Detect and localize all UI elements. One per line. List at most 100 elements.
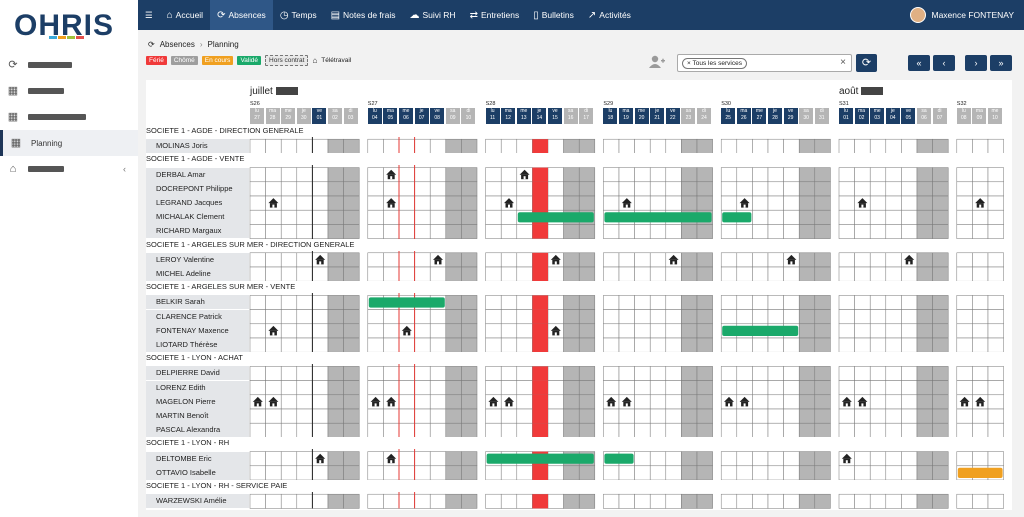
day-cell[interactable] (681, 366, 698, 381)
day-cell[interactable] (752, 366, 769, 381)
day-cell[interactable] (414, 408, 431, 424)
menu-toggle[interactable]: ☰ (138, 0, 160, 30)
day-header[interactable]: lu 18 (603, 108, 618, 124)
day-cell[interactable] (932, 493, 949, 509)
day-cell[interactable] (885, 323, 902, 339)
day-cell[interactable] (634, 451, 651, 467)
day-cell[interactable] (854, 224, 871, 239)
day-cell[interactable] (343, 493, 360, 509)
day-cell[interactable] (343, 422, 360, 438)
day-cell[interactable] (838, 366, 855, 381)
day-cell[interactable] (767, 252, 784, 268)
day-cell[interactable] (414, 224, 431, 239)
day-cell[interactable] (312, 337, 329, 353)
day-cell[interactable] (901, 295, 918, 310)
day-cell[interactable] (987, 295, 1004, 310)
day-cell[interactable] (383, 323, 400, 339)
day-cell[interactable] (956, 195, 973, 211)
day-cell[interactable] (798, 451, 816, 467)
day-cell[interactable] (500, 380, 518, 396)
day-cell[interactable] (736, 337, 753, 353)
day-cell[interactable] (563, 394, 580, 410)
day-cell[interactable] (578, 138, 596, 154)
day-cell[interactable] (547, 422, 564, 438)
day-cell[interactable] (649, 422, 667, 438)
day-cell[interactable] (798, 422, 816, 438)
day-cell[interactable] (265, 138, 282, 154)
day-cell[interactable] (398, 493, 415, 509)
day-cell[interactable] (547, 337, 564, 353)
day-cell[interactable] (414, 181, 431, 197)
day-cell[interactable] (500, 465, 518, 481)
day-cell[interactable] (383, 337, 400, 353)
day-cell[interactable] (854, 493, 871, 509)
day-cell[interactable] (916, 493, 933, 509)
day-cell[interactable] (956, 408, 973, 424)
day-cell[interactable] (398, 195, 415, 211)
day-cell[interactable] (296, 138, 313, 154)
day-cell[interactable] (296, 408, 313, 424)
day-cell[interactable] (563, 422, 580, 438)
home-icon[interactable] (504, 198, 514, 208)
day-cell[interactable] (445, 252, 462, 268)
day-cell[interactable] (398, 422, 415, 438)
day-cell[interactable] (987, 252, 1004, 268)
day-cell[interactable] (932, 167, 949, 183)
day-cell[interactable] (956, 366, 973, 381)
home-icon[interactable] (370, 396, 381, 407)
day-cell[interactable] (901, 394, 918, 410)
day-cell[interactable] (367, 465, 384, 481)
day-cell[interactable] (987, 181, 1004, 197)
day-cell[interactable] (783, 394, 800, 410)
day-cell[interactable] (783, 408, 800, 424)
day-cell[interactable] (972, 224, 989, 239)
day-cell[interactable] (798, 195, 816, 211)
day-cell[interactable] (634, 266, 651, 282)
day-cell[interactable] (343, 309, 360, 325)
day-cell[interactable] (838, 465, 855, 481)
day-cell[interactable] (461, 493, 478, 509)
day-cell[interactable] (516, 493, 533, 509)
day-cell[interactable] (720, 309, 738, 325)
day-cell[interactable] (696, 366, 713, 381)
day-header[interactable]: di 10 (461, 108, 476, 124)
day-cell[interactable] (869, 167, 887, 183)
home-icon[interactable] (268, 396, 279, 407)
day-cell[interactable] (916, 138, 933, 154)
day-cell[interactable] (814, 422, 831, 438)
day-cell[interactable] (752, 266, 769, 282)
nav-entretiens[interactable]: ⇄ Entretiens (469, 9, 520, 21)
home-icon[interactable] (268, 198, 279, 208)
day-cell[interactable] (429, 309, 447, 325)
day-cell[interactable] (343, 195, 360, 211)
day-cell[interactable] (429, 394, 447, 410)
day-cell[interactable] (972, 167, 989, 183)
day-cell[interactable] (563, 252, 580, 268)
day-cell[interactable] (720, 295, 738, 310)
day-cell[interactable] (987, 394, 1004, 410)
day-cell[interactable] (296, 465, 313, 481)
day-cell[interactable] (398, 209, 415, 225)
day-cell[interactable] (563, 380, 580, 396)
sidebar-item-1[interactable]: ⟳ (0, 52, 138, 78)
home-icon[interactable] (550, 254, 561, 265)
day-cell[interactable] (563, 493, 580, 509)
day-cell[interactable] (280, 493, 298, 509)
day-cell[interactable] (972, 252, 989, 268)
day-cell[interactable] (783, 422, 800, 438)
day-cell[interactable] (869, 366, 887, 381)
day-cell[interactable] (869, 209, 887, 225)
day-cell[interactable] (987, 224, 1004, 239)
day-cell[interactable] (869, 266, 887, 282)
day-cell[interactable] (854, 422, 871, 438)
day-cell[interactable] (901, 309, 918, 325)
day-cell[interactable] (398, 394, 415, 410)
home-icon[interactable] (268, 325, 279, 336)
day-cell[interactable] (280, 323, 298, 339)
day-cell[interactable] (798, 224, 816, 239)
day-cell[interactable] (547, 295, 564, 310)
day-cell[interactable] (767, 138, 784, 154)
home-icon[interactable] (504, 396, 514, 407)
day-cell[interactable] (767, 451, 784, 467)
day-header[interactable]: me 27 (752, 108, 767, 124)
